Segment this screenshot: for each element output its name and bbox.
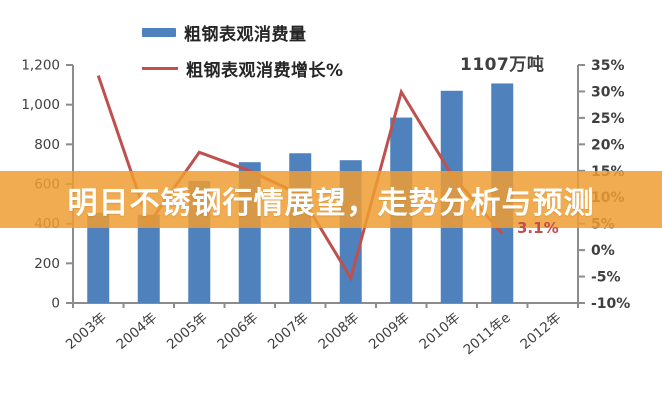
bar-series-swatch [142, 28, 176, 37]
x-tick-label: 2009年 [366, 310, 413, 353]
left-tick-label: 200 [34, 256, 60, 272]
x-tick-label: 2011年e [461, 310, 514, 358]
x-axis-ticks [72, 303, 579, 308]
legend-item-growth: 粗钢表观消费增长% [142, 56, 344, 81]
right-tick-label: 35% [591, 58, 625, 74]
chart-legend: 粗钢表观消费量 粗钢表观消费增长% [142, 20, 344, 81]
x-tick-label: 2004年 [113, 310, 160, 353]
legend-label-growth: 粗钢表观消费增长% [186, 61, 344, 81]
peak-value-annotation: 1107万吨 [460, 55, 545, 75]
right-tick-label: -5% [591, 270, 621, 286]
x-tick-label: 2003年 [63, 310, 110, 353]
headline-text: 明日不锈钢行情展望，走势分析与预测 [67, 185, 595, 221]
line-series-swatch [142, 67, 178, 70]
x-axis-labels: 2003年 2004年 2005年 2006年 2007年 2008年 2009年 2010年… [63, 310, 564, 358]
x-tick-label: 2012年 [517, 310, 564, 353]
x-tick-label: 2008年 [315, 310, 362, 353]
x-tick-label: 2005年 [164, 310, 211, 353]
right-tick-label: 0% [591, 243, 615, 259]
right-tick-label: 25% [591, 111, 625, 127]
last-growth-annotation: 3.1% [517, 219, 559, 237]
left-tick-label: 1,000 [21, 97, 60, 113]
bar-2004年 [137, 214, 160, 303]
left-tick-label: 0 [51, 296, 60, 312]
left-tick-label: 1,200 [21, 58, 60, 74]
x-tick-label: 2006年 [214, 310, 261, 353]
right-tick-label: -10% [591, 296, 630, 312]
bar-2003年 [87, 212, 110, 303]
right-tick-label: 20% [591, 137, 625, 153]
legend-label-consumption: 粗钢表观消费量 [184, 25, 307, 45]
headline-banner: 明日不锈钢行情展望，走势分析与预测 [0, 171, 662, 228]
x-tick-label: 2010年 [416, 310, 463, 353]
right-tick-label: 30% [591, 84, 625, 100]
x-tick-label: 2007年 [265, 310, 312, 353]
left-tick-label: 800 [34, 137, 60, 153]
legend-item-consumption: 粗钢表观消费量 [142, 20, 344, 45]
